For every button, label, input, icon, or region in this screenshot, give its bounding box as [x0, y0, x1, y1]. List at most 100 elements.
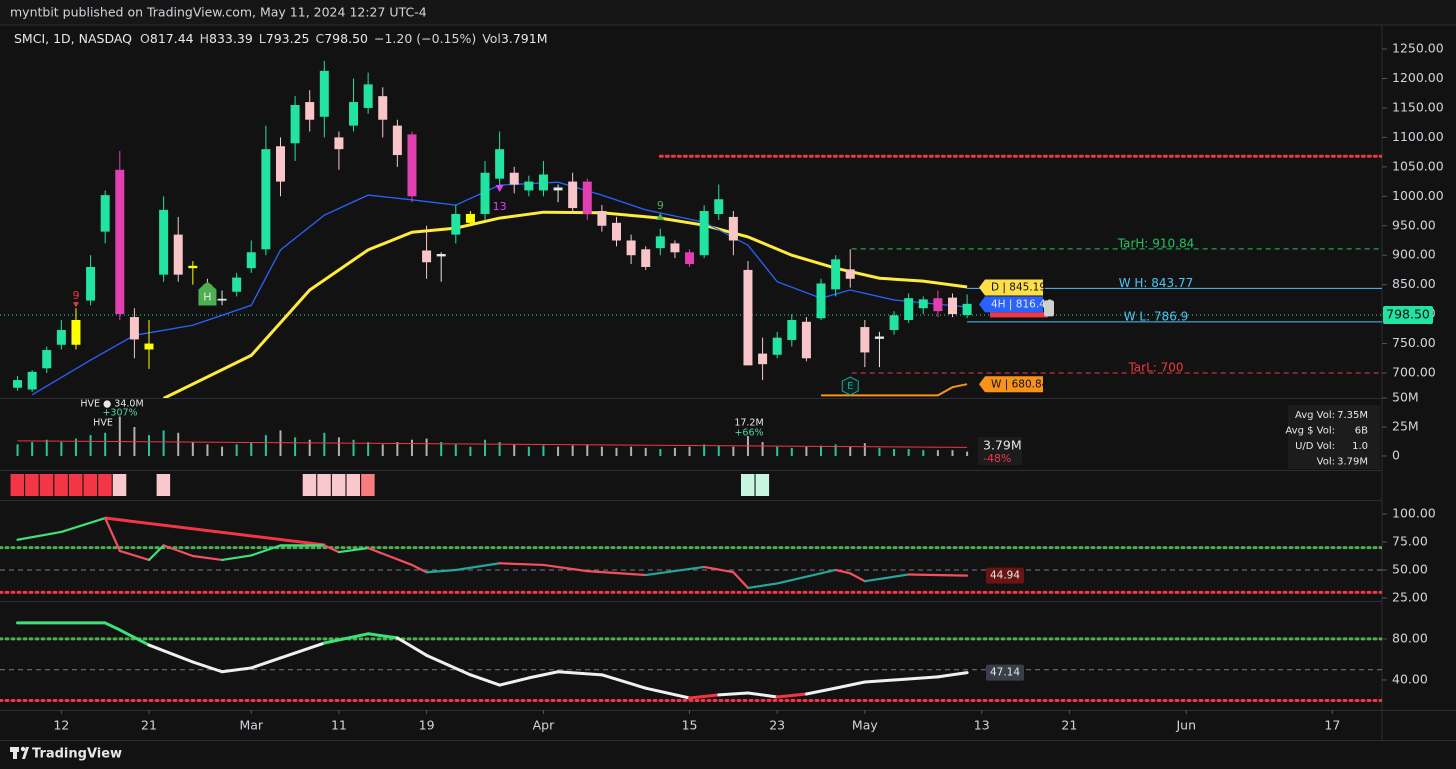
volume-annotation: +66%: [734, 428, 763, 439]
pane: [0, 621, 1382, 702]
volume-bar: [688, 446, 691, 456]
pane: TarH: 910.84 W H: 843.77 W L: 786.9 TarL: 7…: [0, 60, 1382, 398]
indicator-segment: [322, 632, 370, 645]
indicator-tag: [986, 664, 1024, 681]
indicator-segment: [191, 554, 224, 562]
top-bar: [0, 0, 1456, 25]
volume-bar: [279, 430, 282, 456]
candle-body: [86, 266, 96, 301]
indicator-segment: [688, 693, 721, 700]
indicator-segment: [395, 636, 429, 657]
marker: [495, 185, 504, 192]
volume-bar: [673, 447, 676, 456]
legend-value: 833.39: [209, 31, 253, 46]
y-tick-label: 1250.00: [1392, 41, 1444, 56]
volume-bar: [31, 442, 34, 456]
volume-bar: [907, 449, 910, 456]
volume-bar: [294, 437, 297, 456]
y-tick-label: 50M: [1392, 390, 1419, 405]
volume-annotation: 17.2M: [734, 418, 763, 429]
level-label: TarH: 910.84: [1117, 236, 1195, 250]
indicator-segment: [468, 673, 502, 687]
logo-shape: [13, 747, 17, 759]
x-tick-label: 19: [419, 718, 435, 733]
indicator-segment: [104, 516, 121, 553]
x-tick-label: 12: [53, 718, 69, 733]
indicator-segment: [542, 563, 589, 573]
candle-body: [874, 336, 884, 339]
candle-body: [451, 213, 461, 235]
candle-body: [115, 169, 125, 315]
y-tick-label: 950.00: [1392, 217, 1436, 232]
divergence-line: [104, 516, 326, 547]
candle-body: [349, 102, 359, 126]
candle-body: [962, 303, 972, 315]
indicator-segment: [220, 554, 253, 562]
indicator-tag-label: 44.94: [990, 570, 1020, 582]
level-label: W L: 786.9: [1124, 309, 1189, 323]
signal-block: [361, 474, 375, 496]
volume-bar: [396, 442, 399, 456]
volume-bar: [834, 444, 837, 456]
candle-body: [422, 250, 432, 263]
y-tick-label: 50.00: [1392, 561, 1428, 576]
volume-bar: [615, 447, 618, 456]
y-tick-label: 1200.00: [1392, 70, 1444, 85]
volume-bar: [761, 442, 764, 456]
candle-body: [188, 265, 198, 269]
volume-bar: [951, 450, 954, 456]
y-tick-label: 100.00: [1392, 505, 1436, 520]
indicator-segment: [907, 573, 969, 577]
indicator-segment: [644, 686, 692, 700]
volume-bar: [630, 446, 633, 456]
signal-block: [331, 474, 346, 496]
candle-body: [334, 137, 344, 150]
indicator-segment: [191, 660, 224, 674]
indicator-segment: [936, 671, 969, 679]
candle-body: [889, 315, 899, 331]
volume-bar: [732, 446, 735, 456]
volume-bar: [820, 445, 823, 456]
signal-block: [98, 474, 112, 496]
signal-block: [10, 474, 25, 496]
legend-key: −1.20 (−0.15%): [373, 31, 477, 46]
candle-body: [144, 343, 154, 350]
marker: [656, 213, 665, 220]
indicator-segment: [834, 680, 867, 690]
volume-bar: [162, 430, 165, 456]
stat-value: 7.35M: [1337, 410, 1368, 421]
x-tick-label: Apr: [533, 718, 555, 733]
volume-bar: [790, 447, 793, 456]
legend-key: Vol: [482, 31, 501, 46]
indicator-segment: [323, 544, 341, 554]
price-tag-label: W | 680.84: [991, 378, 1049, 390]
tag-stub: [990, 312, 1048, 318]
indicator-segment: [337, 546, 370, 554]
signal-block: [25, 474, 39, 496]
indicator-segment: [250, 544, 282, 557]
y-tick-label: 40.00: [1392, 671, 1428, 686]
indicator-segment: [834, 568, 852, 575]
signal-block: [317, 474, 331, 496]
candle-body: [392, 125, 402, 156]
candle-body: [582, 181, 592, 214]
indicator-segment: [527, 670, 560, 680]
pane-borders: [0, 24, 1456, 741]
annotation: 9: [657, 199, 664, 212]
stat-value: 3.79M: [1337, 457, 1368, 468]
y-tick-label: 75.00: [1392, 533, 1428, 548]
candle-body: [480, 172, 490, 214]
volume-bar: [118, 416, 121, 456]
volume-bar: [600, 446, 603, 456]
volume-bar: [571, 445, 574, 456]
volume-bar: [308, 439, 311, 456]
volume-bar: [878, 447, 881, 456]
y-tick-label: 80.00: [1392, 630, 1428, 645]
volume-bar: [206, 444, 209, 456]
stat-key: Vol:: [1317, 457, 1335, 468]
candle-body: [611, 222, 621, 241]
indicator-segment: [367, 546, 414, 567]
candle-body: [246, 252, 256, 269]
